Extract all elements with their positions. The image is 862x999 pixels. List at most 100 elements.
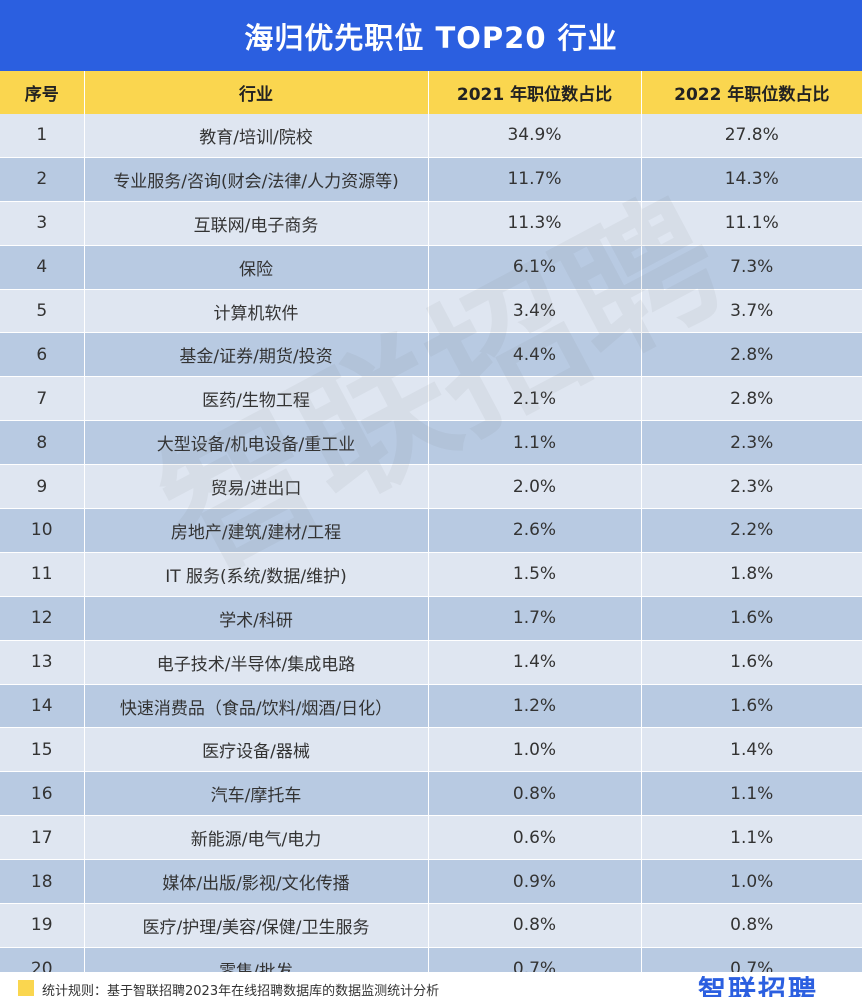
cell-2021-share: 0.6% [428,815,642,861]
cell-industry: 新能源/电气/电力 [84,815,429,861]
table-row: 7 医药/生物工程 2.1% 2.8% [0,376,862,422]
cell-industry: 大型设备/机电设备/重工业 [84,420,429,466]
legend-square [18,980,34,996]
cell-2021-share: 34.9% [428,114,642,158]
cell-rank: 15 [0,727,85,773]
cell-rank: 4 [0,245,85,290]
cell-2022-share: 1.6% [641,596,862,641]
cell-rank: 12 [0,596,85,641]
cell-rank: 11 [0,552,85,597]
cell-industry: 电子技术/半导体/集成电路 [84,640,429,685]
header-rank: 序号 [0,71,85,114]
cell-rank: 1 [0,114,85,158]
cell-2022-share: 2.8% [641,332,862,378]
table-row: 15 医疗设备/器械 1.0% 1.4% [0,727,862,773]
cell-industry: 汽车/摩托车 [84,771,429,817]
cell-2021-share: 4.4% [428,332,642,378]
cell-2022-share: 1.8% [641,552,862,597]
table-row: 18 媒体/出版/影视/文化传播 0.9% 1.0% [0,859,862,905]
cell-industry: 计算机软件 [84,289,429,334]
cell-2022-share: 1.1% [641,815,862,861]
cell-rank: 13 [0,640,85,685]
table-row: 11 IT 服务(系统/数据/维护) 1.5% 1.8% [0,552,862,597]
cell-2021-share: 11.7% [428,157,642,202]
cell-2021-share: 1.2% [428,684,642,729]
cell-industry: 房地产/建筑/建材/工程 [84,508,429,553]
cell-rank: 16 [0,771,85,817]
cell-rank: 19 [0,903,85,948]
cell-industry: 媒体/出版/影视/文化传播 [84,859,429,905]
cell-industry: 基金/证券/期货/投资 [84,332,429,378]
table-row: 10 房地产/建筑/建材/工程 2.6% 2.2% [0,508,862,553]
cell-industry: 贸易/进出口 [84,464,429,510]
cell-industry: 专业服务/咨询(财会/法律/人力资源等) [84,157,429,202]
cell-industry: IT 服务(系统/数据/维护) [84,552,429,597]
cell-2021-share: 2.0% [428,464,642,510]
table-row: 14 快速消费品（食品/饮料/烟酒/日化） 1.2% 1.6% [0,684,862,729]
cell-2021-share: 0.8% [428,903,642,948]
cell-industry: 医疗设备/器械 [84,727,429,773]
cell-2022-share: 2.8% [641,376,862,422]
cell-2022-share: 2.3% [641,420,862,466]
cell-2021-share: 1.4% [428,640,642,685]
cell-2022-share: 11.1% [641,201,862,246]
cell-industry: 学术/科研 [84,596,429,641]
cell-rank: 18 [0,859,85,905]
cell-rank: 2 [0,157,85,202]
cell-rank: 6 [0,332,85,378]
cell-rank: 3 [0,201,85,246]
cell-rank: 7 [0,376,85,422]
cell-2022-share: 7.3% [641,245,862,290]
cell-2021-share: 3.4% [428,289,642,334]
cell-rank: 8 [0,420,85,466]
cell-2022-share: 1.1% [641,771,862,817]
cell-industry: 医药/生物工程 [84,376,429,422]
header-2022-share: 2022 年职位数占比 [641,71,862,114]
cell-industry: 互联网/电子商务 [84,201,429,246]
table-row: 16 汽车/摩托车 0.8% 1.1% [0,771,862,817]
cell-2022-share: 2.2% [641,508,862,553]
table-row: 6 基金/证券/期货/投资 4.4% 2.8% [0,332,862,378]
table-row: 13 电子技术/半导体/集成电路 1.4% 1.6% [0,640,862,685]
header-2021-share: 2021 年职位数占比 [428,71,642,114]
table-row: 12 学术/科研 1.7% 1.6% [0,596,862,641]
cell-2022-share: 2.3% [641,464,862,510]
table-row: 3 互联网/电子商务 11.3% 11.1% [0,201,862,246]
cell-2021-share: 1.5% [428,552,642,597]
cell-2021-share: 1.1% [428,420,642,466]
cell-2021-share: 2.6% [428,508,642,553]
cell-2021-share: 2.1% [428,376,642,422]
cell-2022-share: 1.0% [641,859,862,905]
table-row: 2 专业服务/咨询(财会/法律/人力资源等) 11.7% 14.3% [0,157,862,202]
cell-2022-share: 1.4% [641,727,862,773]
cell-2022-share: 14.3% [641,157,862,202]
cell-2022-share: 3.7% [641,289,862,334]
footer: 统计规则：基于智联招聘2023年在线招聘数据库的数据监测统计分析 智联招聘 [0,972,862,999]
cell-rank: 10 [0,508,85,553]
cell-rank: 14 [0,684,85,729]
cell-2021-share: 11.3% [428,201,642,246]
cell-2021-share: 1.7% [428,596,642,641]
cell-2022-share: 0.8% [641,903,862,948]
cell-rank: 17 [0,815,85,861]
table-header-row: 序号 行业 2021 年职位数占比 2022 年职位数占比 [0,71,862,114]
header-industry: 行业 [84,71,429,114]
cell-industry: 保险 [84,245,429,290]
table-body: 1 教育/培训/院校 34.9% 27.8% 2 专业服务/咨询(财会/法律/人力资源等)… [0,114,862,992]
cell-rank: 9 [0,464,85,510]
cell-2021-share: 1.0% [428,727,642,773]
industry-table: 序号 行业 2021 年职位数占比 2022 年职位数占比 1 教育/培训/院校 3… [0,71,862,992]
cell-industry: 教育/培训/院校 [84,114,429,158]
table-row: 1 教育/培训/院校 34.9% 27.8% [0,114,862,158]
brand-logo: 智联招聘 [698,976,819,997]
cell-2021-share: 0.8% [428,771,642,817]
cell-2022-share: 1.6% [641,684,862,729]
table-row: 17 新能源/电气/电力 0.6% 1.1% [0,815,862,861]
cell-2021-share: 0.9% [428,859,642,905]
cell-2021-share: 6.1% [428,245,642,290]
cell-2022-share: 27.8% [641,114,862,158]
footer-note: 统计规则：基于智联招聘2023年在线招聘数据库的数据监测统计分析 [42,984,440,999]
table-row: 4 保险 6.1% 7.3% [0,245,862,290]
table-row: 9 贸易/进出口 2.0% 2.3% [0,464,862,510]
cell-2022-share: 1.6% [641,640,862,685]
